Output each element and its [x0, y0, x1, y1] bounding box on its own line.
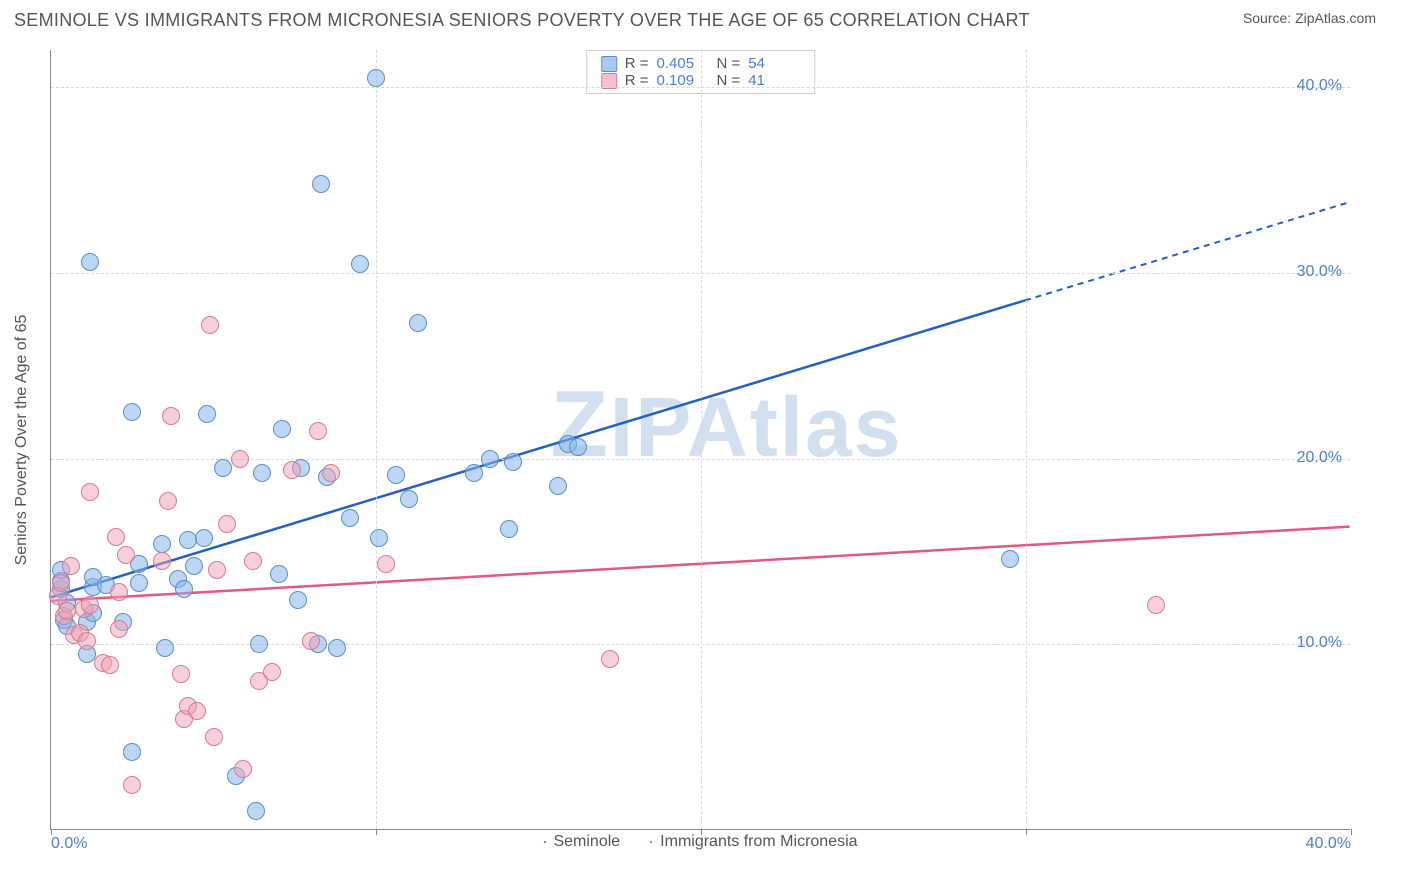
- data-point: [250, 635, 268, 653]
- data-point: [601, 650, 619, 668]
- y-tick-label: 30.0%: [1297, 263, 1342, 281]
- legend-label: Immigrants from Micronesia: [660, 833, 857, 851]
- y-tick-label: 20.0%: [1297, 449, 1342, 467]
- data-point: [328, 639, 346, 657]
- tick-mark: [1351, 829, 1352, 835]
- data-point: [289, 591, 307, 609]
- series-legend: Seminole Immigrants from Micronesia: [543, 833, 857, 851]
- y-tick-label: 10.0%: [1297, 634, 1342, 652]
- data-point: [58, 602, 76, 620]
- data-point: [185, 557, 203, 575]
- data-point: [1147, 596, 1165, 614]
- data-point: [504, 453, 522, 471]
- x-tick-label: 40.0%: [1306, 835, 1351, 853]
- data-point: [400, 490, 418, 508]
- chart-title: SEMINOLE VS IMMIGRANTS FROM MICRONESIA S…: [14, 10, 1030, 31]
- data-point: [231, 450, 249, 468]
- data-point: [153, 552, 171, 570]
- data-point: [500, 520, 518, 538]
- legend-item: Seminole: [543, 833, 620, 851]
- data-point: [175, 580, 193, 598]
- data-point: [201, 316, 219, 334]
- legend-item: Immigrants from Micronesia: [650, 833, 857, 851]
- source-prefix: Source:: [1243, 10, 1295, 26]
- gridline-v: [701, 50, 702, 829]
- data-point: [62, 557, 80, 575]
- legend-label: Seminole: [553, 833, 620, 851]
- data-point: [159, 492, 177, 510]
- source-attribution: Source: ZipAtlas.com: [1243, 10, 1376, 26]
- data-point: [130, 574, 148, 592]
- swatch-blue-icon: [601, 56, 617, 72]
- data-point: [123, 743, 141, 761]
- y-tick-label: 40.0%: [1297, 77, 1342, 95]
- data-point: [465, 464, 483, 482]
- data-point: [188, 702, 206, 720]
- data-point: [78, 632, 96, 650]
- data-point: [569, 438, 587, 456]
- data-point: [244, 552, 262, 570]
- data-point: [309, 422, 327, 440]
- data-point: [377, 555, 395, 573]
- data-point: [387, 466, 405, 484]
- data-point: [247, 802, 265, 820]
- data-point: [270, 565, 288, 583]
- data-point: [234, 760, 252, 778]
- data-point: [110, 620, 128, 638]
- data-point: [214, 459, 232, 477]
- data-point: [117, 546, 135, 564]
- data-point: [198, 405, 216, 423]
- data-point: [273, 420, 291, 438]
- data-point: [409, 314, 427, 332]
- tick-mark: [376, 829, 377, 835]
- data-point: [81, 483, 99, 501]
- swatch-pink-icon: [650, 841, 652, 843]
- chart-plot-area: ZIPAtlas R = 0.405 N = 54 R = 0.109 N = …: [50, 50, 1350, 830]
- data-point: [322, 464, 340, 482]
- data-point: [367, 69, 385, 87]
- data-point: [549, 477, 567, 495]
- data-point: [1001, 550, 1019, 568]
- data-point: [107, 528, 125, 546]
- data-point: [81, 596, 99, 614]
- swatch-blue-icon: [543, 841, 545, 843]
- data-point: [123, 403, 141, 421]
- data-point: [481, 450, 499, 468]
- data-point: [81, 253, 99, 271]
- gridline-v: [1026, 50, 1027, 829]
- tick-mark: [701, 829, 702, 835]
- data-point: [156, 639, 174, 657]
- data-point: [153, 535, 171, 553]
- watermark: ZIPAtlas: [550, 370, 902, 478]
- source-name: ZipAtlas.com: [1295, 10, 1376, 26]
- data-point: [263, 663, 281, 681]
- data-point: [312, 175, 330, 193]
- data-point: [162, 407, 180, 425]
- n-label: N =: [717, 55, 741, 72]
- y-axis-label: Seniors Poverty Over the Age of 65: [13, 315, 31, 566]
- data-point: [341, 509, 359, 527]
- data-point: [283, 461, 301, 479]
- data-point: [101, 656, 119, 674]
- n-value-blue: 54: [748, 55, 800, 72]
- tick-mark: [1026, 829, 1027, 835]
- r-label: R =: [625, 55, 649, 72]
- data-point: [195, 529, 213, 547]
- swatch-pink-icon: [601, 73, 617, 89]
- gridline-v: [376, 50, 377, 829]
- data-point: [110, 583, 128, 601]
- data-point: [172, 665, 190, 683]
- data-point: [370, 529, 388, 547]
- data-point: [218, 515, 236, 533]
- data-point: [351, 255, 369, 273]
- data-point: [253, 464, 271, 482]
- x-tick-label: 0.0%: [51, 835, 87, 853]
- data-point: [205, 728, 223, 746]
- data-point: [302, 632, 320, 650]
- data-point: [179, 531, 197, 549]
- data-point: [123, 776, 141, 794]
- data-point: [52, 574, 70, 592]
- data-point: [208, 561, 226, 579]
